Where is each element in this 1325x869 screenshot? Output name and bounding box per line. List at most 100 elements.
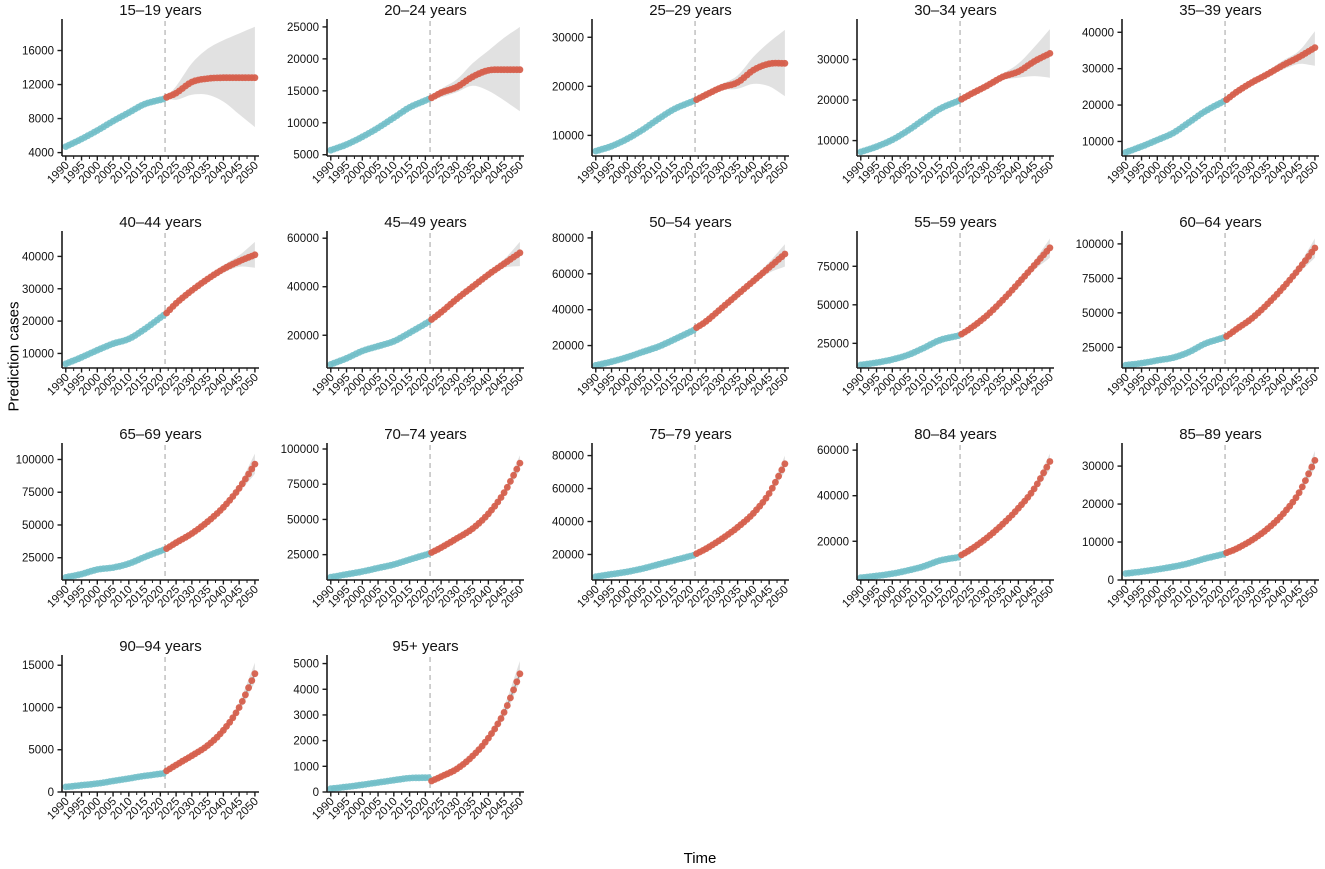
panel-75-79-years: 75–79 years 20000 40000 60000 80000 1990 1995 2… <box>530 424 795 636</box>
panel-title: 50–54 years <box>649 214 732 231</box>
observed-series <box>327 550 432 581</box>
svg-text:15000: 15000 <box>22 660 54 672</box>
svg-text:30000: 30000 <box>552 32 584 44</box>
svg-text:10000: 10000 <box>287 118 319 130</box>
axes: 2000040000600001990199520002005201020152… <box>287 231 526 398</box>
axes: 1000020000300004000019901995200020052010… <box>22 231 261 398</box>
panel-15-19-years: 15–19 years 4000 8000 12000 16000 1990 1995 200… <box>0 0 265 212</box>
panel-title: 80–84 years <box>914 426 997 443</box>
predicted-series <box>428 249 524 323</box>
panel-title: 90–94 years <box>119 638 202 655</box>
svg-text:60000: 60000 <box>552 484 584 496</box>
svg-text:80000: 80000 <box>552 451 584 463</box>
svg-text:40000: 40000 <box>22 251 54 263</box>
panel-title: 70–74 years <box>384 426 467 443</box>
svg-text:60000: 60000 <box>287 233 319 245</box>
panel-70-74-years: 70–74 years 25000 50000 75000 100000 1990 1995… <box>265 424 530 636</box>
svg-text:75000: 75000 <box>287 479 319 491</box>
svg-text:20000: 20000 <box>287 330 319 342</box>
svg-text:25000: 25000 <box>22 553 54 565</box>
svg-text:80000: 80000 <box>552 233 584 245</box>
panel-title: 65–69 years <box>119 426 202 443</box>
svg-text:2000: 2000 <box>293 736 319 748</box>
observed-series <box>62 770 167 791</box>
predicted-fit-line <box>696 463 786 555</box>
svg-text:60000: 60000 <box>552 269 584 281</box>
panel-20-24-years: 20–24 years 5000 10000 15000 20000 25000 1990 1… <box>265 0 530 212</box>
observed-series <box>857 553 962 582</box>
chart-30-34-years: 30–34 years10000200003000019901995200020… <box>817 2 1056 186</box>
axes: 2000040000600008000019901995200020052010… <box>552 231 791 398</box>
predicted-series <box>693 460 789 557</box>
observed-series <box>327 774 432 793</box>
chart-20-24-years: 20–24 years50001000015000200002500019901… <box>287 2 526 186</box>
axes: 0500010000150001990199520002005201020152… <box>22 655 261 822</box>
axes: 2000040000600001990199520002005201020152… <box>817 443 1056 610</box>
svg-text:40000: 40000 <box>552 305 584 317</box>
confidence-ribbon <box>431 661 520 782</box>
svg-text:25000: 25000 <box>817 338 849 350</box>
svg-text:5000: 5000 <box>28 745 54 757</box>
svg-text:20000: 20000 <box>552 549 584 561</box>
panel-title: 85–89 years <box>1179 426 1262 443</box>
chart-25-29-years: 25–29 years10000200003000019901995200020… <box>552 2 791 186</box>
observed-series <box>857 97 962 156</box>
svg-text:20000: 20000 <box>1082 100 1114 112</box>
svg-text:0: 0 <box>1108 575 1114 587</box>
predicted-series <box>693 59 789 103</box>
confidence-ribbon <box>696 455 785 554</box>
observed-series <box>327 318 432 368</box>
observed-series <box>62 95 167 151</box>
panel-60-64-years: 60–64 years 25000 50000 75000 100000 1990 1995… <box>1060 212 1325 424</box>
svg-text:30000: 30000 <box>1082 64 1114 76</box>
svg-text:25000: 25000 <box>287 22 319 34</box>
svg-text:50000: 50000 <box>1082 308 1114 320</box>
svg-text:10000: 10000 <box>1082 136 1114 148</box>
svg-text:30000: 30000 <box>22 284 54 296</box>
svg-text:25000: 25000 <box>1082 342 1114 354</box>
svg-text:40000: 40000 <box>817 491 849 503</box>
predicted-series <box>958 244 1054 338</box>
panel-40-44-years: 40–44 years 10000 20000 30000 40000 1990 1995 2… <box>0 212 265 424</box>
chart-75-79-years: 75–79 years20000400006000080000199019952… <box>552 426 791 610</box>
svg-text:12000: 12000 <box>22 80 54 92</box>
predicted-fit-line <box>166 673 256 772</box>
panel-title: 35–39 years <box>1179 2 1262 19</box>
svg-text:1000: 1000 <box>293 761 319 773</box>
panel-95+-years: 95+ years 0 1000 2000 3000 4000 5000 1990 1995 20… <box>265 636 530 848</box>
predicted-series <box>428 459 524 556</box>
predicted-series <box>958 50 1054 103</box>
panel-title: 40–44 years <box>119 214 202 231</box>
confidence-ribbon <box>696 29 785 101</box>
svg-text:25000: 25000 <box>287 550 319 562</box>
chart-50-54-years: 50–54 years20000400006000080000199019952… <box>552 214 791 398</box>
svg-text:40000: 40000 <box>552 517 584 529</box>
observed-series <box>1122 550 1227 577</box>
chart-45-49-years: 45–49 years20000400006000019901995200020… <box>287 214 526 398</box>
svg-text:20000: 20000 <box>552 81 584 93</box>
panel-80-84-years: 80–84 years 20000 40000 60000 1990 1995 2000 20… <box>795 424 1060 636</box>
axes: 2500050000750001000001990199520002005201… <box>16 443 261 610</box>
predicted-series <box>428 66 524 102</box>
observed-series <box>857 332 962 369</box>
predicted-series <box>428 670 524 785</box>
chart-65-69-years: 65–69 years25000500007500010000019901995… <box>16 426 261 610</box>
axes: 1000020000300004000019901995200020052010… <box>1082 19 1321 186</box>
predicted-series <box>163 460 259 552</box>
predicted-series <box>163 74 259 101</box>
svg-text:100000: 100000 <box>1076 239 1114 251</box>
predicted-series <box>1223 244 1319 340</box>
predicted-fit-line <box>431 462 521 554</box>
panel-title: 75–79 years <box>649 426 732 443</box>
confidence-ribbon <box>1226 450 1315 553</box>
confidence-ribbon <box>166 453 255 549</box>
panel-title: 60–64 years <box>1179 214 1262 231</box>
svg-text:0: 0 <box>313 787 319 799</box>
panel-title: 95+ years <box>392 638 458 655</box>
svg-text:10000: 10000 <box>1082 537 1114 549</box>
chart-70-74-years: 70–74 years25000500007500010000019901995… <box>281 426 526 610</box>
predicted-series <box>958 458 1054 559</box>
svg-text:30000: 30000 <box>817 54 849 66</box>
svg-text:50000: 50000 <box>22 520 54 532</box>
svg-text:100000: 100000 <box>281 444 319 456</box>
